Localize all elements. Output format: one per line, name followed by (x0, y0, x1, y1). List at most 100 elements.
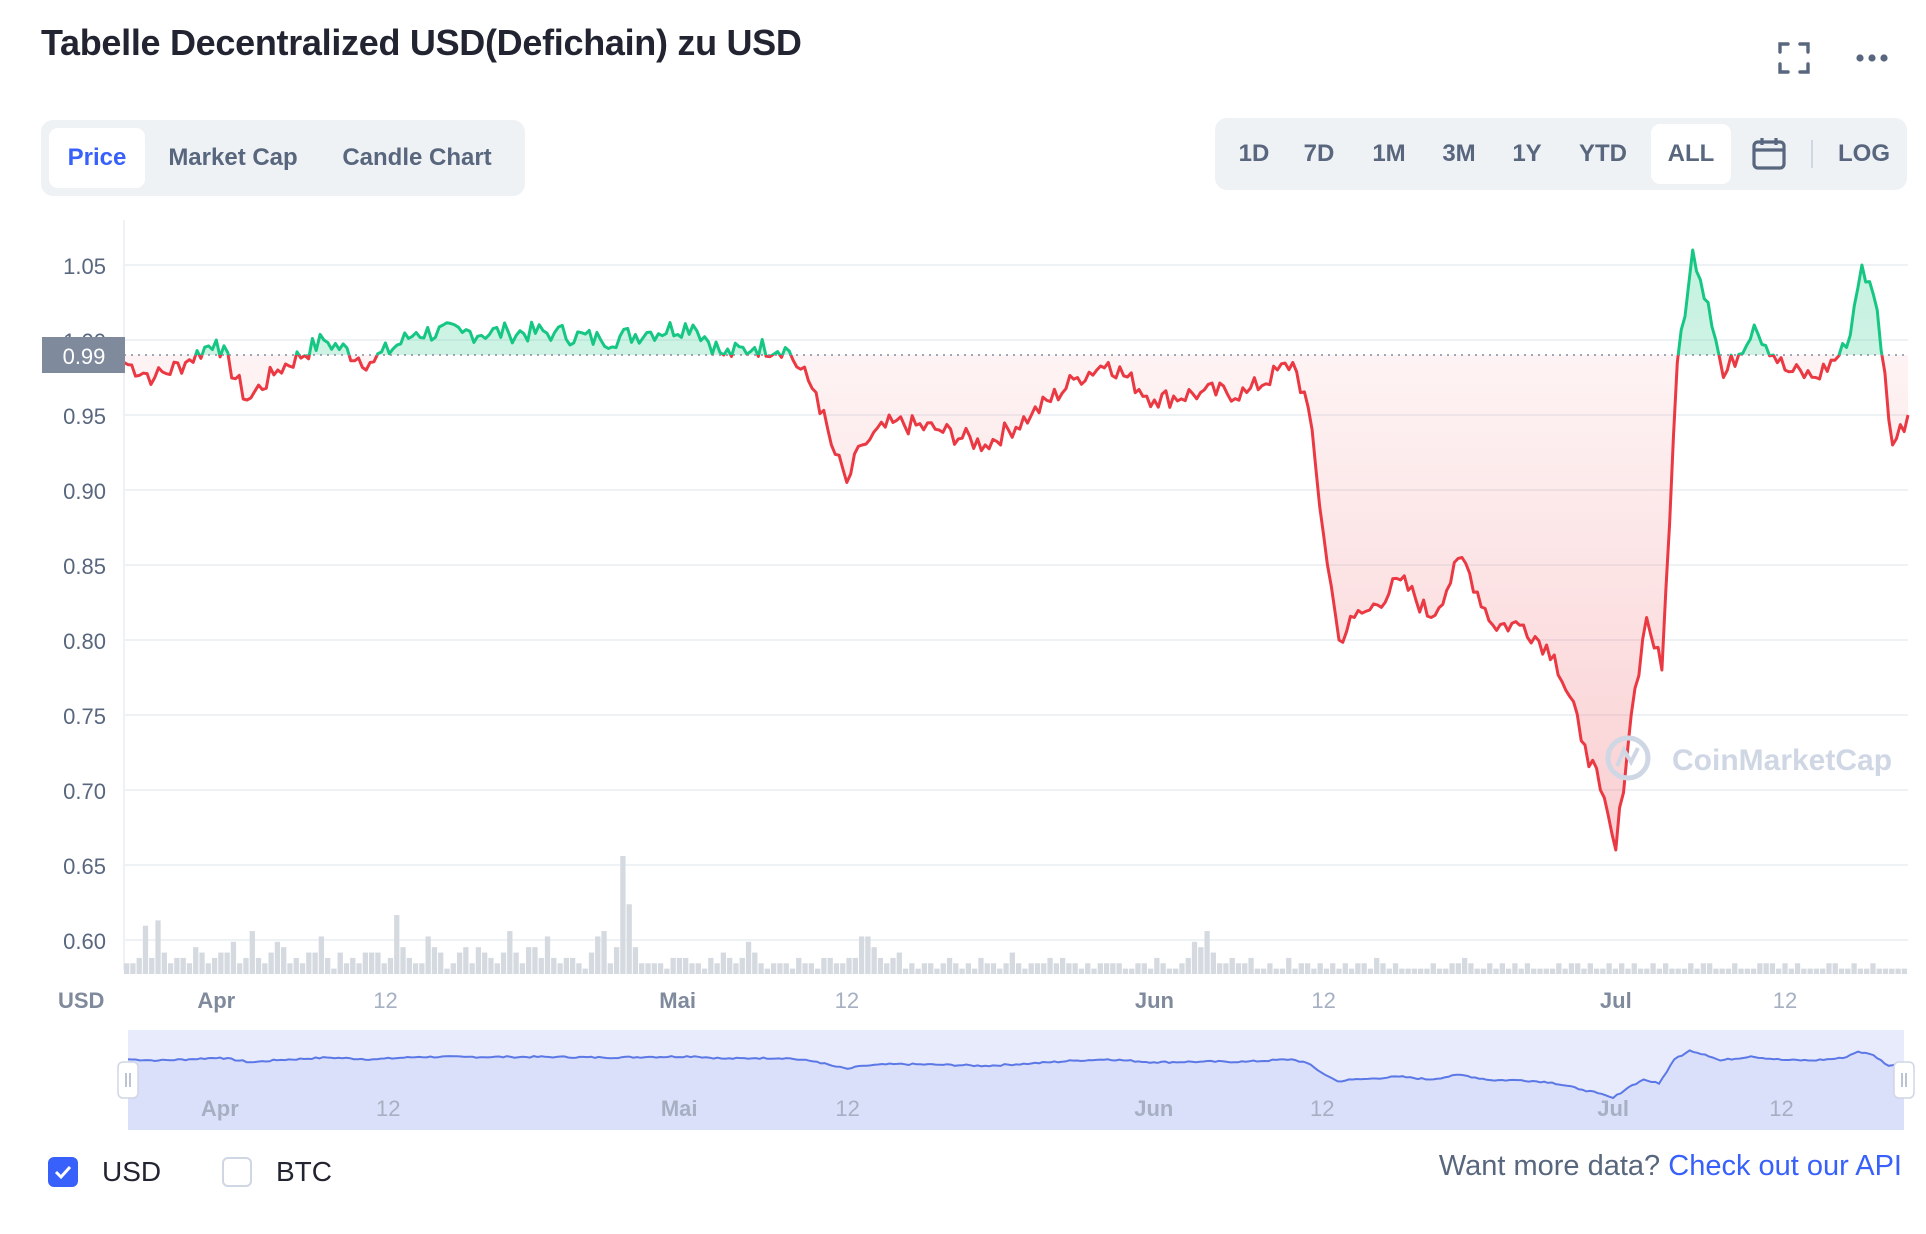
volume-bar (1154, 957, 1160, 974)
navigator-tick-label: Apr (201, 1096, 239, 1121)
volume-bar (1562, 968, 1568, 974)
volume-bar (1267, 963, 1273, 974)
volume-bar (167, 963, 174, 974)
volume-bar (965, 963, 972, 974)
volume-bar (1455, 963, 1461, 974)
usd-checkbox[interactable] (48, 1157, 78, 1187)
volume-bar (1041, 963, 1047, 974)
range-ytd[interactable]: YTD (1579, 140, 1627, 167)
price-areas (124, 250, 1908, 850)
range-selector: 1D 7D 1M 3M 1Y YTD ALL LOG (1215, 118, 1907, 190)
volume-bar (582, 968, 588, 974)
volume-bar (1738, 968, 1744, 974)
volume-bar (827, 957, 833, 974)
volume-bar (934, 968, 940, 974)
volume-bar (1782, 963, 1788, 974)
volume-bar (595, 936, 601, 974)
volume-bar (1820, 968, 1826, 974)
tab-candle-chart[interactable]: Candle Chart (342, 144, 492, 171)
navigator-tick-label: Jun (1134, 1096, 1173, 1121)
volume-bar (1851, 963, 1857, 974)
volume-bar (325, 957, 331, 974)
y-tick-label: 0.70 (63, 779, 106, 804)
range-7d[interactable]: 7D (1303, 140, 1335, 167)
volume-bar (1122, 968, 1129, 974)
tab-price[interactable]: Price (49, 128, 145, 188)
volume-bar (1882, 968, 1889, 974)
volume-bar (639, 963, 645, 974)
volume-bar (293, 957, 299, 974)
log-toggle[interactable]: LOG (1838, 140, 1890, 167)
volume-bar (469, 963, 475, 974)
legend-btc[interactable]: BTC (222, 1152, 332, 1192)
volume-bar (1688, 963, 1694, 974)
volume-bar (877, 957, 884, 974)
calendar-icon[interactable] (1749, 134, 1789, 174)
navigator-line (127, 1049, 1905, 1100)
volume-bar (1474, 968, 1480, 974)
volume-bar (1248, 957, 1254, 974)
range-all[interactable]: ALL (1651, 124, 1731, 184)
volume-bar (1399, 968, 1405, 974)
volume-bar (1418, 968, 1424, 974)
volume-bar (1512, 963, 1518, 974)
volume-bar (268, 952, 274, 974)
volume-bar (1204, 931, 1210, 974)
volume-bar (1072, 963, 1078, 974)
volume-bar (136, 957, 142, 974)
volume-bar (488, 957, 494, 974)
tab-market-cap[interactable]: Market Cap (168, 144, 298, 171)
volume-bar (1449, 963, 1455, 974)
volume-bar (243, 957, 249, 974)
fullscreen-icon[interactable] (1774, 38, 1814, 78)
volume-bar (1336, 968, 1342, 974)
volume-bar (1386, 968, 1392, 974)
volume-bar (1769, 963, 1776, 974)
volume-bar (1864, 968, 1870, 974)
volume-bar (613, 947, 620, 974)
volume-bar (149, 957, 155, 974)
usd-label: USD (102, 1156, 162, 1187)
x-axis: Apr 12 Mai 12 Jun 12 Jul 12 (197, 988, 1797, 1013)
range-1y[interactable]: 1Y (1512, 140, 1542, 167)
legend-usd[interactable]: USD (48, 1152, 161, 1192)
volume-bar (281, 947, 287, 974)
volume-bar (1575, 963, 1581, 974)
range-separator (1811, 140, 1813, 168)
volume-bar (394, 915, 400, 974)
volume-bar (249, 931, 255, 974)
volume-bar (1323, 968, 1330, 974)
x-tick-label: 12 (1773, 988, 1797, 1013)
range-3m[interactable]: 3M (1442, 140, 1476, 167)
btc-label: BTC (276, 1156, 332, 1187)
volume-bar (789, 968, 796, 974)
volume-bar (978, 957, 984, 974)
y-tick-label: 0.80 (63, 629, 106, 654)
y-tick-label: 0.65 (63, 854, 106, 879)
btc-checkbox[interactable] (222, 1157, 252, 1187)
volume-bar (1606, 963, 1612, 974)
volume-bar (1568, 963, 1575, 974)
volume-bar (972, 968, 978, 974)
api-link[interactable]: Check out our API (1668, 1150, 1902, 1182)
volume-bar (526, 947, 532, 974)
volume-bar (1663, 963, 1669, 974)
volume-bar (1210, 952, 1217, 974)
volume-bar (1242, 963, 1248, 974)
range-1m[interactable]: 1M (1372, 140, 1406, 167)
price-lines (123, 248, 1910, 852)
volume-bar (745, 941, 752, 974)
volume-bar (1549, 968, 1556, 974)
volume-bar (368, 952, 375, 974)
volume-bar (124, 963, 130, 974)
more-icon[interactable] (1852, 38, 1892, 78)
volume-bar (1694, 968, 1700, 974)
volume-bar (237, 963, 243, 974)
volume-bar (1016, 963, 1022, 974)
range-navigator[interactable]: Apr 12 Mai 12 Jun 12 Jul 12 (117, 1030, 1915, 1130)
volume-bar (563, 957, 569, 974)
x-tick-label: 12 (1311, 988, 1335, 1013)
range-1d[interactable]: 1D (1238, 140, 1270, 167)
x-tick-label: Jun (1135, 988, 1174, 1013)
volume-bar (1794, 963, 1801, 974)
